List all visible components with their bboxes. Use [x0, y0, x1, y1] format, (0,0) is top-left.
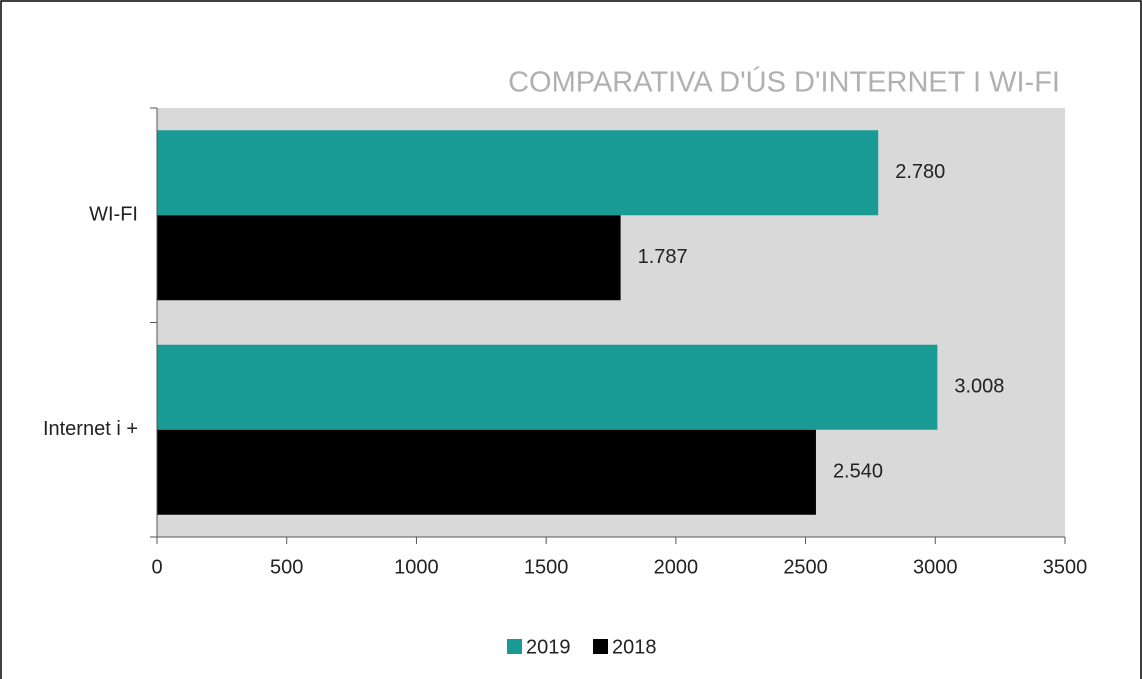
legend-swatch: [507, 639, 522, 654]
x-tick-label: 2500: [783, 556, 828, 578]
bar: [157, 215, 621, 301]
x-tick-label: 3000: [913, 556, 958, 578]
legend-label: 2018: [612, 636, 657, 658]
x-tick-label: 3500: [1043, 556, 1088, 578]
bar: [157, 429, 816, 515]
value-label: 2.780: [895, 161, 945, 183]
chart-title: COMPARATIVA D'ÚS D'INTERNET I WI-FI: [508, 66, 1060, 99]
legend-label: 2019: [526, 636, 571, 658]
value-label: 2.540: [833, 461, 883, 483]
x-tick-label: 1000: [394, 556, 439, 578]
bar: [157, 130, 879, 216]
x-tick-label: 500: [270, 556, 303, 578]
value-label: 3.008: [954, 376, 1004, 398]
bar: [157, 344, 938, 430]
legend-swatch: [593, 639, 608, 654]
x-tick-label: 2000: [654, 556, 699, 578]
y-tick-label: WI-FI: [89, 204, 138, 226]
y-tick-label: Internet i +: [43, 418, 138, 440]
value-label: 1.787: [638, 246, 688, 268]
x-tick-label: 0: [151, 556, 162, 578]
x-tick-label: 1500: [524, 556, 569, 578]
